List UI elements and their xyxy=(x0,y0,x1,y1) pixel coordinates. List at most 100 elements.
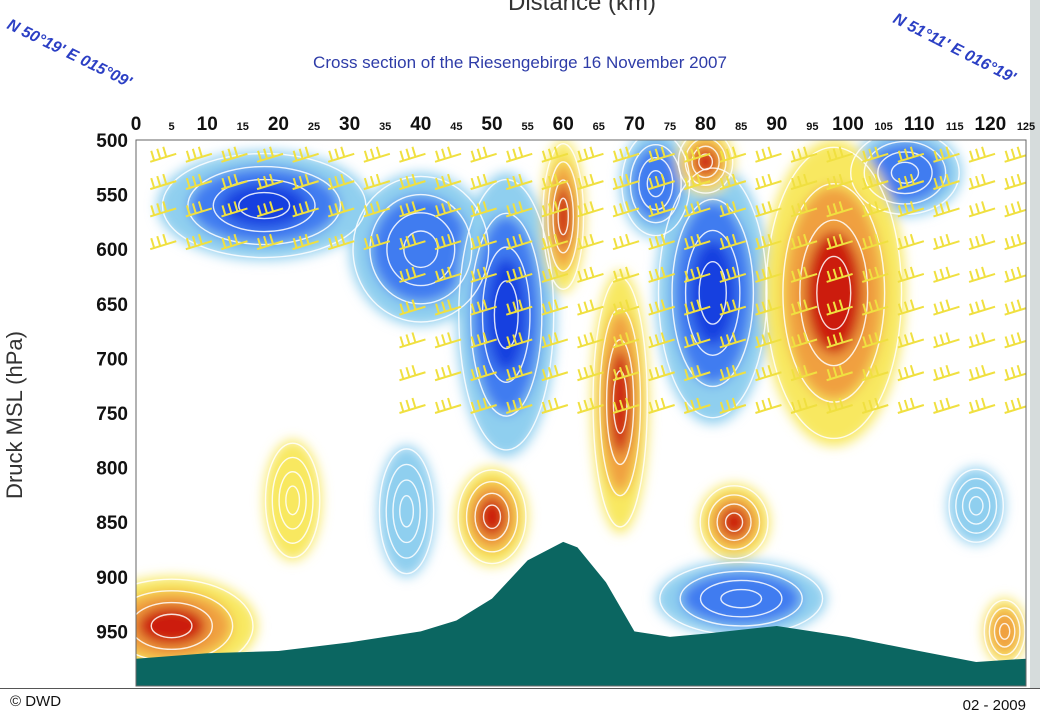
wind-barb-feather xyxy=(969,237,974,249)
wind-barb xyxy=(968,233,996,251)
wind-barb-feather xyxy=(797,268,802,280)
wind-barb-feather xyxy=(969,303,974,315)
wind-barb-feather xyxy=(696,266,702,278)
wind-barb xyxy=(292,173,319,191)
wind-barb-feather xyxy=(939,235,945,247)
wind-barb-feather xyxy=(304,146,310,158)
wind-barb-feather xyxy=(447,299,452,311)
wind-barb-feather xyxy=(975,203,980,214)
wind-barb-feather xyxy=(625,201,630,212)
wind-barb-feather xyxy=(589,201,595,212)
wind-barb-feather xyxy=(197,233,203,245)
wind-barb xyxy=(683,364,711,382)
wind-barb-feather xyxy=(945,233,951,245)
wind-barb-feather xyxy=(761,148,767,160)
wind-barb-feather xyxy=(719,205,725,216)
wind-barb-feather xyxy=(619,366,624,378)
wind-barb-feather xyxy=(583,235,589,247)
contour-line xyxy=(988,607,1021,656)
wind-barb-feather xyxy=(862,150,868,162)
wind-barb-feather xyxy=(547,301,553,313)
wind-barb-feather xyxy=(619,334,624,345)
wind-barb-feather xyxy=(791,303,796,315)
wind-barb-feather xyxy=(874,266,880,278)
contour-line xyxy=(698,153,714,171)
wind-barb-feather xyxy=(233,233,239,245)
wind-barb xyxy=(790,266,818,283)
x-tick-label: 60 xyxy=(553,114,574,135)
wind-barb-feather xyxy=(399,177,405,189)
wind-barb-feather xyxy=(690,203,696,214)
wind-barb-feather xyxy=(981,146,986,158)
wind-barb-feather xyxy=(731,299,737,311)
wind-barb-feather xyxy=(838,233,844,245)
wind-barb-feather xyxy=(791,368,796,380)
wind-barb-feather xyxy=(547,203,553,214)
wind-barb xyxy=(1004,201,1026,218)
contour-line xyxy=(474,492,510,541)
wind-barb-feather xyxy=(903,175,909,187)
wind-barb xyxy=(292,146,319,163)
x-tick-label: 85 xyxy=(735,121,747,133)
y-tick-label: 550 xyxy=(96,186,128,207)
wind-barb-feather xyxy=(897,177,903,189)
wind-barb-feather xyxy=(797,334,802,345)
wind-barb-feather xyxy=(945,146,951,158)
wind-barb xyxy=(541,201,569,218)
x-tick-label: 125 xyxy=(1017,121,1035,133)
wind-barb-feather xyxy=(292,177,298,189)
wind-barb xyxy=(968,266,996,283)
wind-barb-feather xyxy=(897,237,903,249)
contour-line xyxy=(592,276,648,528)
wind-barb-feather xyxy=(405,235,411,247)
wind-barb-feather xyxy=(933,205,939,216)
contour-line xyxy=(671,198,755,388)
x-tick-label: 50 xyxy=(481,114,502,135)
wind-barb-feather xyxy=(441,334,446,345)
contour-line xyxy=(638,156,674,211)
wind-barb-feather xyxy=(292,205,298,216)
wind-barb-feather xyxy=(731,173,737,185)
contour-line xyxy=(765,146,903,440)
wind-barb-feather xyxy=(399,401,405,413)
wind-barb-feather xyxy=(832,366,838,378)
wind-barb-feather xyxy=(340,173,346,185)
wind-barb-feather xyxy=(696,201,702,212)
wind-barb xyxy=(933,332,960,349)
wind-barb-feather xyxy=(1004,205,1010,216)
wind-barb-feather xyxy=(909,233,915,245)
wind-barb-feather xyxy=(506,401,512,413)
wind-barb-feather xyxy=(791,401,796,413)
wind-barb-feather xyxy=(874,332,880,343)
wind-barb-feather xyxy=(435,150,440,162)
wind-barb-feather xyxy=(399,303,405,315)
wind-barb-feather xyxy=(553,146,559,158)
contour-line xyxy=(707,494,761,551)
wind-barb-feather xyxy=(221,237,227,249)
wind-barb-feather xyxy=(862,368,868,380)
wind-barb-feather xyxy=(506,270,512,282)
x-tick-label: 75 xyxy=(664,121,676,133)
wind-barb-feather xyxy=(470,401,476,413)
date-text: 02 - 2009 xyxy=(962,697,1026,714)
wind-barb xyxy=(1004,332,1026,349)
wind-barb-feather xyxy=(684,336,690,347)
wind-barb-feather xyxy=(263,148,268,160)
wind-barb-feather xyxy=(613,368,618,380)
wind-barb xyxy=(755,146,782,163)
wind-barb-feather xyxy=(945,397,951,409)
wind-barb xyxy=(1004,146,1026,163)
y-tick-label: 600 xyxy=(96,240,128,261)
contour-line xyxy=(679,570,803,627)
wind-barb-feather xyxy=(981,397,986,409)
wind-barb-feather xyxy=(761,268,767,280)
wind-barb xyxy=(719,364,747,382)
top-axis-title: Distance (km) xyxy=(508,0,656,16)
wind-barb-feather xyxy=(476,366,482,378)
wind-barb xyxy=(577,364,604,382)
wind-barb-feather xyxy=(1016,364,1022,376)
x-tick-label: 5 xyxy=(169,121,175,133)
contour-line xyxy=(968,496,984,516)
wind-barb-feather xyxy=(945,173,951,185)
wind-barb-feather xyxy=(731,233,737,245)
